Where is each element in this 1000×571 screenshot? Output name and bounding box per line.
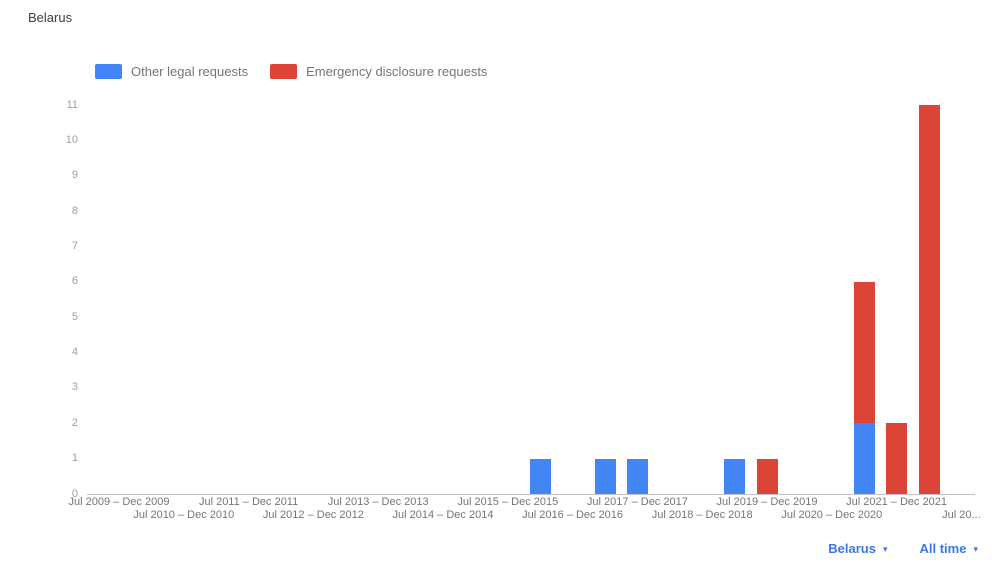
bar-segment-other-legal-requests[interactable]	[594, 458, 616, 494]
y-axis-label: 5	[71, 310, 78, 323]
y-axis-label: 6	[71, 275, 78, 288]
y-axis-label: 2	[71, 416, 78, 429]
legend-label-other-legal-requests: Other legal requests	[131, 64, 249, 79]
y-axis-label: 3	[71, 381, 78, 394]
x-axis-label: Jul 2011 – Dec 2011	[198, 496, 299, 508]
x-axis-label: Jul 2013 – Dec 2013	[327, 496, 429, 508]
bar-segment-emergency-disclosure-requests[interactable]	[918, 105, 940, 494]
y-axis-label: 7	[71, 239, 78, 252]
time-range-dropdown[interactable]: All time ▾	[920, 541, 979, 556]
country-dropdown[interactable]: Belarus ▾	[828, 541, 887, 556]
x-axis-label: Jul 2018 – Dec 2018	[651, 509, 753, 521]
y-axis-label: 10	[65, 133, 78, 146]
bar-segment-other-legal-requests[interactable]	[724, 458, 746, 494]
y-axis-label: 8	[71, 204, 78, 217]
time-range-dropdown-value: All time	[919, 541, 967, 556]
chart-legend: Other legal requests Emergency disclosur…	[95, 64, 487, 79]
x-axis-label: Jul 20...	[942, 509, 981, 521]
y-axis-label: 4	[71, 346, 78, 359]
x-axis-label: Jul 2021 – Dec 2021	[846, 496, 948, 508]
legend-item-other-legal-requests: Other legal requests	[95, 64, 248, 79]
x-axis-line	[87, 494, 975, 495]
x-axis-label: Jul 2009 – Dec 2009	[68, 496, 170, 508]
y-axis-label: 9	[71, 169, 78, 182]
bar-segment-other-legal-requests[interactable]	[626, 458, 648, 494]
bar-segment-emergency-disclosure-requests[interactable]	[853, 281, 875, 424]
y-axis-label: 11	[66, 98, 78, 111]
legend-swatch-red-icon	[270, 64, 298, 79]
legend-label-emergency-disclosure-requests: Emergency disclosure requests	[306, 64, 488, 79]
country-dropdown-value: Belarus	[828, 541, 876, 556]
x-axis-label: Jul 2010 – Dec 2010	[133, 509, 235, 521]
legend-swatch-blue-icon	[95, 64, 122, 79]
x-axis-label: Jul 2017 – Dec 2017	[586, 496, 688, 508]
chevron-down-icon: ▾	[882, 544, 888, 554]
x-axis-label: Jul 2012 – Dec 2012	[262, 509, 364, 521]
bar-segment-emergency-disclosure-requests[interactable]	[886, 423, 908, 494]
x-axis-label: Jul 2020 – Dec 2020	[781, 509, 883, 521]
y-axis-label: 1	[71, 452, 78, 465]
x-axis-label: Jul 2016 – Dec 2016	[522, 509, 624, 521]
page-title: Belarus	[28, 10, 73, 25]
legend-item-emergency-disclosure-requests: Emergency disclosure requests	[270, 64, 487, 79]
bar-segment-other-legal-requests[interactable]	[529, 458, 551, 494]
bar-segment-emergency-disclosure-requests[interactable]	[756, 458, 778, 494]
y-axis-label: 0	[71, 487, 78, 500]
chevron-down-icon: ▾	[973, 544, 978, 554]
x-axis-label: Jul 2015 – Dec 2015	[457, 496, 559, 508]
x-axis-label: Jul 2019 – Dec 2019	[716, 496, 818, 508]
bar-segment-other-legal-requests[interactable]	[853, 423, 875, 494]
x-axis-label: Jul 2014 – Dec 2014	[392, 509, 494, 521]
chart-filter-bar: Belarus ▾ All time ▾	[828, 541, 978, 556]
